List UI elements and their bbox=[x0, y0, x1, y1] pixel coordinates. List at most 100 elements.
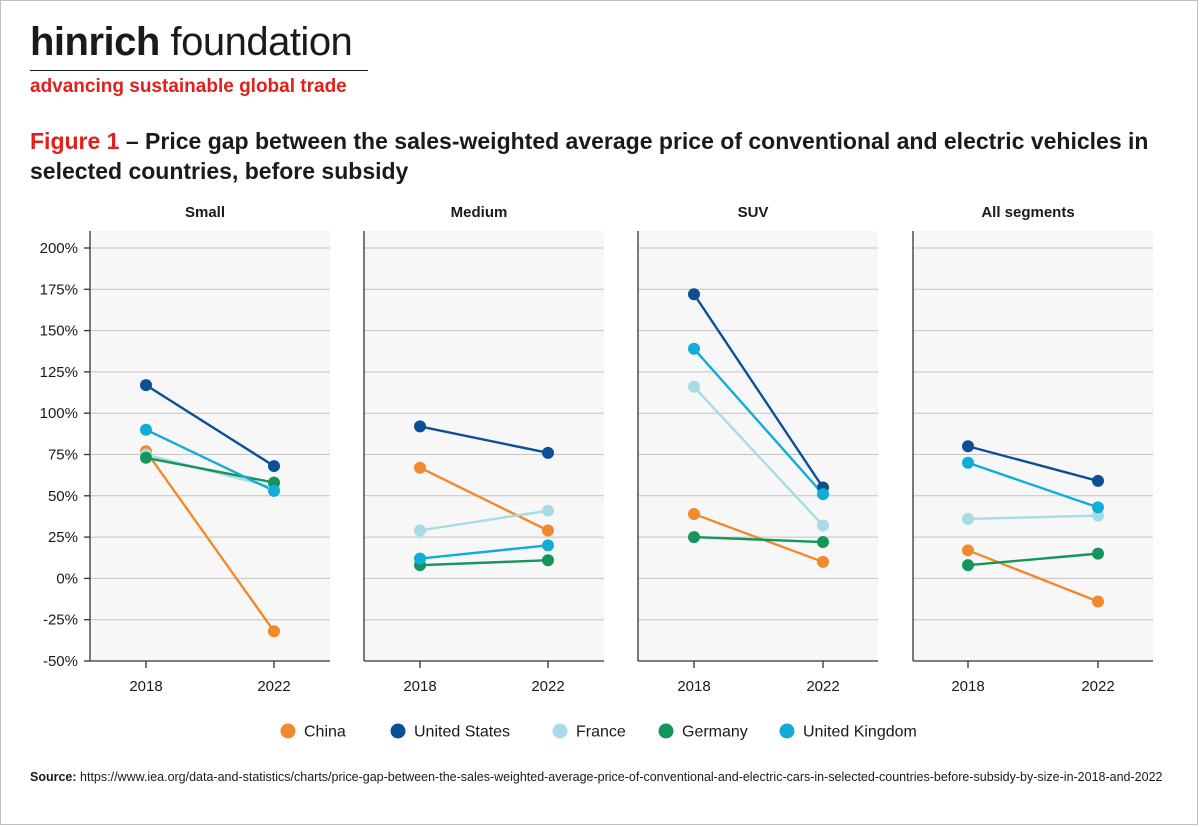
x-tick-label: 2018 bbox=[677, 678, 710, 695]
data-point bbox=[962, 456, 974, 469]
chart-area: Small 2018 2022 Medium 2018 2022 SUV 2018 2022 Al… bbox=[0, 195, 1200, 741]
data-point bbox=[688, 288, 700, 301]
data-point bbox=[414, 420, 426, 433]
x-tick-label: 2022 bbox=[806, 678, 839, 695]
series-line bbox=[693, 347, 824, 495]
y-tick-label: -25% bbox=[43, 612, 78, 629]
data-point bbox=[962, 544, 974, 557]
data-point bbox=[1092, 501, 1104, 514]
y-tick-label: 100% bbox=[40, 405, 78, 422]
x-tick-label: 2022 bbox=[1081, 678, 1114, 695]
series-line bbox=[419, 559, 549, 567]
x-tick-label: 2018 bbox=[403, 678, 436, 695]
panel-background bbox=[364, 231, 604, 661]
data-point bbox=[817, 519, 829, 532]
series-line bbox=[967, 445, 1099, 483]
legend-label: France bbox=[576, 724, 626, 741]
panel-title: SUV bbox=[738, 204, 769, 221]
data-point bbox=[1092, 474, 1104, 487]
series-line bbox=[145, 428, 275, 492]
x-tick-label: 2018 bbox=[129, 678, 162, 695]
data-point bbox=[962, 512, 974, 525]
series-line bbox=[693, 535, 824, 544]
y-tick-label: 50% bbox=[48, 488, 78, 505]
data-point bbox=[817, 555, 829, 568]
panel-background bbox=[913, 231, 1153, 661]
brand-name-bold: hinrich bbox=[30, 20, 160, 64]
data-point bbox=[542, 554, 554, 567]
brand-logo: hinrich foundation bbox=[30, 18, 353, 66]
y-tick-label: 200% bbox=[40, 240, 78, 257]
y-tick-label: 150% bbox=[40, 323, 78, 340]
panel-background bbox=[90, 231, 330, 661]
data-point bbox=[542, 446, 554, 459]
panel-title: Medium bbox=[451, 204, 508, 221]
data-point bbox=[268, 460, 280, 473]
data-point bbox=[1092, 547, 1104, 560]
data-point bbox=[414, 552, 426, 565]
legend-marker bbox=[779, 723, 795, 739]
y-tick-label: -50% bbox=[43, 653, 78, 670]
brand-divider bbox=[30, 70, 368, 71]
data-point bbox=[688, 342, 700, 355]
figure-title-text: – Price gap between the sales-weighted a… bbox=[30, 128, 1149, 184]
y-tick-label: 125% bbox=[40, 364, 78, 381]
y-tick-label: 0% bbox=[56, 570, 78, 587]
x-tick-label: 2018 bbox=[951, 678, 984, 695]
series-line bbox=[145, 450, 275, 632]
data-point bbox=[688, 507, 700, 520]
panel-title: All segments bbox=[981, 204, 1074, 221]
series-line bbox=[145, 384, 275, 468]
data-point bbox=[140, 451, 152, 464]
data-point bbox=[542, 539, 554, 552]
panel-background bbox=[638, 231, 878, 661]
y-tick-label: 75% bbox=[48, 447, 78, 464]
series-line bbox=[693, 512, 824, 564]
figure-number: Figure 1 bbox=[30, 128, 120, 154]
legend-marker bbox=[552, 723, 568, 739]
x-tick-label: 2022 bbox=[257, 678, 290, 695]
legend-marker bbox=[658, 723, 674, 739]
legend-label: United Kingdom bbox=[803, 724, 917, 741]
data-point bbox=[1092, 595, 1104, 608]
source-text: https://www.iea.org/data-and-statistics/… bbox=[80, 770, 1163, 784]
data-point bbox=[688, 380, 700, 393]
legend-marker bbox=[280, 723, 296, 739]
data-point bbox=[1092, 509, 1104, 522]
series-line bbox=[693, 293, 824, 489]
y-tick-label: 175% bbox=[40, 281, 78, 298]
data-point bbox=[542, 504, 554, 517]
series-line bbox=[145, 456, 275, 484]
panel-title: Small bbox=[185, 204, 225, 221]
data-point bbox=[268, 476, 280, 489]
data-point bbox=[140, 379, 152, 392]
data-point bbox=[268, 484, 280, 497]
source-label: Source: bbox=[30, 770, 77, 784]
series-line bbox=[967, 514, 1099, 521]
brand-name-light: foundation bbox=[170, 20, 353, 64]
data-point bbox=[817, 488, 829, 501]
data-point bbox=[268, 625, 280, 638]
figure-title: Figure 1 – Price gap between the sales-w… bbox=[30, 126, 1180, 186]
series-line bbox=[967, 461, 1099, 509]
series-line bbox=[967, 549, 1099, 603]
data-point bbox=[962, 440, 974, 453]
legend-label: Germany bbox=[682, 724, 748, 741]
source-note: Source: https://www.iea.org/data-and-sta… bbox=[30, 768, 1180, 787]
series-line bbox=[967, 552, 1099, 567]
legend-label: China bbox=[304, 724, 346, 741]
data-point bbox=[688, 531, 700, 544]
series-line bbox=[693, 385, 824, 527]
series-line bbox=[419, 509, 549, 532]
data-point bbox=[414, 461, 426, 474]
data-point bbox=[414, 524, 426, 537]
series-line bbox=[419, 544, 549, 560]
series-line bbox=[419, 425, 549, 455]
legend-marker bbox=[390, 723, 406, 739]
data-point bbox=[140, 423, 152, 436]
data-point bbox=[542, 524, 554, 537]
x-tick-label: 2022 bbox=[531, 678, 564, 695]
brand-tagline: advancing sustainable global trade bbox=[30, 76, 347, 97]
legend-label: United States bbox=[414, 724, 510, 741]
